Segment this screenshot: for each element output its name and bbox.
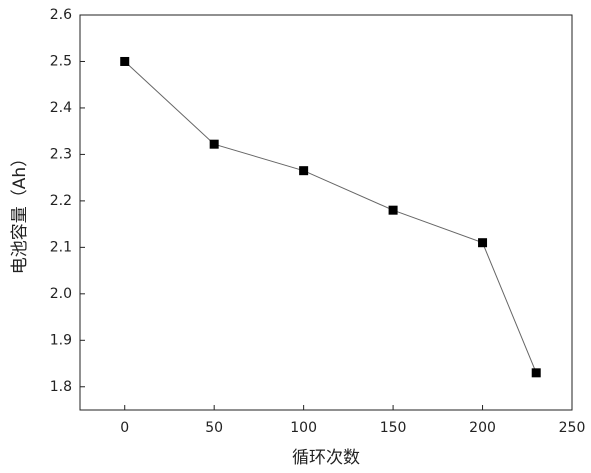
- x-axis-title: 循环次数: [292, 448, 360, 468]
- x-tick-label: 100: [290, 420, 317, 436]
- x-tick-label: 150: [380, 420, 407, 436]
- data-point: [478, 238, 488, 248]
- y-tick-label: 2.2: [50, 193, 72, 209]
- y-tick-label: 1.8: [50, 379, 72, 395]
- data-point: [120, 56, 130, 66]
- data-point: [299, 166, 309, 176]
- x-tick-label: 50: [205, 420, 223, 436]
- y-axis-title: 电池容量（Ah）: [10, 150, 30, 274]
- data-point: [531, 368, 541, 378]
- data-line: [124, 61, 537, 374]
- y-tick-label: 2.4: [50, 100, 72, 116]
- data-point: [209, 139, 219, 149]
- y-tick-label: 1.9: [50, 332, 72, 348]
- data-point: [388, 205, 398, 215]
- y-tick-label: 2.3: [50, 146, 72, 162]
- x-tick-label: 200: [469, 420, 496, 436]
- y-tick-label: 2.5: [50, 53, 72, 69]
- plot-frame: [79, 14, 573, 411]
- y-tick-label: 2.6: [50, 7, 72, 23]
- y-tick-label: 2.0: [50, 286, 72, 302]
- x-tick-label: 250: [559, 420, 586, 436]
- x-tick-label: 0: [120, 420, 129, 436]
- y-tick-label: 2.1: [50, 239, 72, 255]
